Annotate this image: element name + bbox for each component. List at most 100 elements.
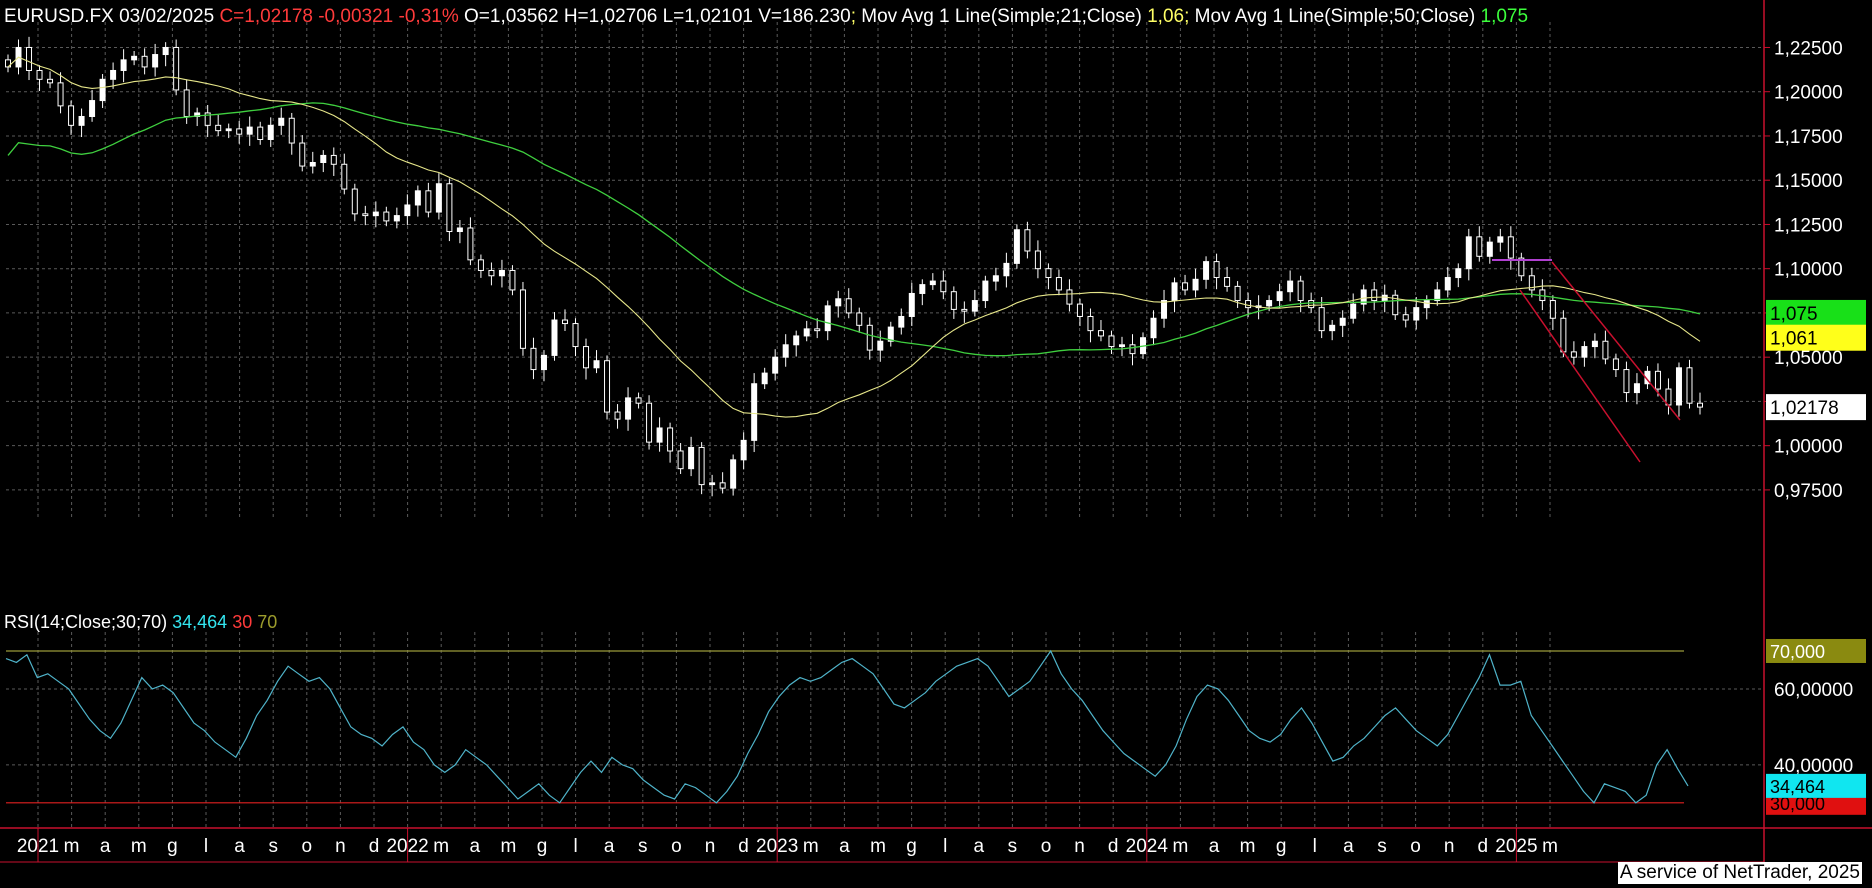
x-tick-label: s [638,836,648,857]
candle-body [68,105,75,126]
candle-body [919,284,926,294]
candle-body [803,328,810,337]
x-tick-label: l [1313,836,1317,857]
candle-body [1108,335,1115,348]
candle-body [309,162,316,167]
x-tick-label: s [268,836,278,857]
symbol-date: EURUSD.FX 03/02/2025 [4,6,215,27]
candle-body [1066,289,1073,305]
candle-body [740,439,747,461]
candle-body [1423,300,1430,309]
candle-body [583,346,590,369]
candle-body [950,291,957,310]
separator: ; [850,6,856,27]
candle-body [688,446,695,470]
x-tick-label: a [470,836,481,857]
candle-body [908,292,915,317]
candle-body [152,54,159,68]
y-tick-label: 1,17500 [1774,127,1843,148]
candle-body [57,82,64,107]
candle-body [393,215,400,222]
rsi-tick-label: 40,00000 [1774,756,1853,777]
candle-body [1591,340,1598,348]
candle-body [761,372,768,385]
rsi-tick-label: 60,00000 [1774,680,1853,701]
ma50-value: 1,075 [1480,6,1529,27]
candle-body [814,328,821,332]
candle-body [635,397,642,404]
candle-body [446,183,453,233]
x-tick-label: m [433,836,449,857]
candle-body [646,402,653,443]
x-tick-label: m [1240,836,1256,857]
candle-body [204,112,211,126]
candle-body [425,190,432,213]
candle-body [341,163,348,190]
candle-body [99,78,106,102]
x-tick-label: g [167,836,178,857]
x-tick-label: m [1542,836,1558,857]
ma50-price-tag-box [1766,299,1866,326]
last-price-tag: 1,02178 [1770,398,1839,419]
candle-body [1192,278,1199,291]
candle-body [1476,236,1483,257]
candle-body [1308,300,1315,309]
candle-body [246,126,253,135]
candle-body [414,190,421,206]
rsi-last-tag: 34,464 [1770,777,1825,797]
channel-upper-line [1551,261,1681,421]
candle-body [1076,303,1083,317]
candle-body [467,227,474,261]
candle-body [299,142,306,167]
x-tick-label: d [738,836,749,857]
candle-body [110,69,117,80]
candle-body [1150,317,1157,339]
channel-lower-line [1519,289,1641,463]
x-tick-label: n [1444,836,1455,857]
candle-body [929,280,936,286]
candle-body [320,154,327,164]
candle-body [1350,303,1357,319]
candle-body [1371,289,1378,302]
candle-body [709,482,716,486]
candle-body [1381,294,1388,302]
rsi-value: 34,464 [172,612,228,632]
candle-body [1413,307,1420,321]
candle-body [698,446,705,486]
candle-body [1276,291,1283,302]
x-tick-label: a [974,836,985,857]
candle-body [751,383,758,441]
candle-body [1266,300,1273,307]
candle-body [1549,300,1556,319]
candle-body [551,319,558,356]
ma50-line [7,102,1701,357]
close-change: C=1,02178 -0,00321 -0,31% [219,6,459,27]
candle-body [1224,277,1231,287]
rsi-low: 30 [232,612,253,632]
candle-body [1087,315,1094,332]
candle-body [162,46,169,56]
candle-body [1329,324,1336,332]
x-tick-label: s [1377,836,1387,857]
candle-body [625,397,632,420]
candle-body [183,89,190,117]
candle-body [131,55,138,61]
candle-body [772,356,779,374]
ma21-price-tag: 1,061 [1770,329,1818,350]
candle-body [1518,257,1525,277]
candle-body [5,59,11,68]
candle-body [530,347,537,371]
x-tick-label: g [906,836,917,857]
candle-body [1339,317,1346,326]
candle-body [887,326,894,342]
candle-body [719,482,726,489]
last-price-tag-box [1766,394,1866,421]
candle-body [1455,268,1462,279]
rsi-30-tag: 30,000 [1770,794,1825,814]
x-tick-label: s [1008,836,1018,857]
candle-body [656,427,663,443]
candle-body [572,323,579,348]
candle-body [1465,236,1472,270]
candle-body [456,227,463,233]
price-header: EURUSD.FX 03/02/2025 C=1,02178 -0,00321 … [4,6,1528,28]
